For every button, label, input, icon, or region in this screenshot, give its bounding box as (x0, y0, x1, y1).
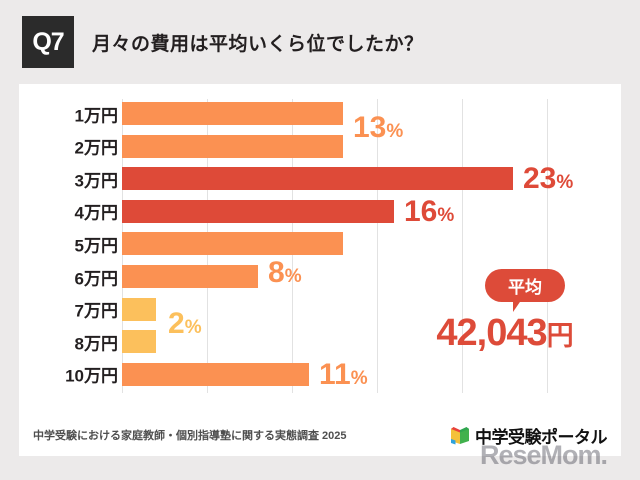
bar (122, 232, 343, 256)
page-title: 月々の費用は平均いくら位でしたか？ (92, 33, 424, 55)
chart-row: 2万円 (19, 132, 621, 161)
category-label: 7万円 (74, 301, 118, 321)
average-bubble-label: 平均 (508, 278, 542, 297)
bar (122, 167, 513, 191)
category-label: 1万円 (74, 106, 118, 125)
bar (122, 362, 309, 386)
bar-value-number: 2 (168, 306, 185, 340)
bar-chart: 1万円 2万円 3万円 4万円 5万円 6万円 7万円 8万円 10万円 平均 42,043円 … (19, 84, 621, 416)
bar (122, 102, 343, 125)
average-bubble-tail (513, 299, 529, 312)
open-book-icon (451, 427, 469, 445)
bar-value-label: 13% (353, 113, 403, 143)
site-logo[interactable]: 中学受験ポータル (449, 420, 608, 450)
average-unit: 円 (546, 321, 574, 351)
bar-value-number: 23 (523, 162, 557, 196)
gridline-15 (377, 99, 378, 393)
average-bubble: 平均 (485, 269, 565, 302)
category-label: 4万円 (74, 203, 118, 223)
bar-value-unit: % (437, 204, 455, 226)
bar (122, 330, 156, 354)
question-header: Q7 月々の費用は平均いくら位でしたか？ (0, 14, 640, 70)
gridline-25 (547, 99, 548, 393)
survey-source-note: 中学受験における家庭教師・個別指導塾に関する実態調査 2025 (33, 430, 347, 442)
chart-row: 7万円 (19, 295, 621, 324)
bar-value-unit: % (284, 266, 302, 287)
category-label: 2万円 (74, 138, 118, 158)
site-logo-text: 中学受験ポータル (475, 427, 608, 447)
bar (122, 199, 394, 223)
bar-value-unit: % (184, 316, 202, 338)
bar-value-unit: % (350, 367, 368, 389)
category-label: 6万円 (74, 269, 118, 288)
bar-value-number: 8 (268, 256, 285, 289)
chart-row: 3万円 (19, 164, 621, 193)
chart-row: 4万円 (19, 197, 621, 226)
chart-row: 5万円 (19, 229, 621, 258)
category-label: 10万円 (65, 366, 118, 386)
bar-value-number: 13 (353, 111, 387, 144)
bar (122, 297, 156, 321)
average-value: 42,043円 (397, 312, 613, 355)
bar (122, 134, 343, 158)
bar-value-unit: % (386, 121, 404, 142)
category-label: 5万円 (74, 236, 118, 256)
bar-value-label: 23% (523, 164, 573, 194)
bar-value-label: 8% (268, 258, 302, 288)
chart-row: 1万円 (19, 99, 621, 128)
question-number-badge: Q7 (22, 16, 74, 68)
chart-card: 1万円 2万円 3万円 4万円 5万円 6万円 7万円 8万円 10万円 平均 42,043円 … (19, 84, 621, 456)
chart-row: 8万円 (19, 327, 621, 356)
bar (122, 265, 258, 288)
bar-value-unit: % (556, 172, 574, 194)
bar-value-number: 11 (319, 357, 351, 391)
chart-row: 10万円 (19, 360, 621, 389)
bar-value-number: 16 (404, 194, 438, 228)
average-amount: 42,043 (436, 312, 547, 354)
bar-value-label: 2% (168, 306, 202, 340)
bar-value-label: 16% (404, 194, 455, 228)
category-label: 8万円 (74, 334, 118, 354)
chart-row: 6万円 (19, 262, 621, 291)
card-footer: 中学受験における家庭教師・個別指導塾に関する実態調査 2025 中学受験ポータル (19, 416, 621, 456)
bar-value-label: 11% (319, 357, 368, 391)
gridline-20 (462, 99, 463, 393)
category-label: 3万円 (74, 171, 118, 191)
